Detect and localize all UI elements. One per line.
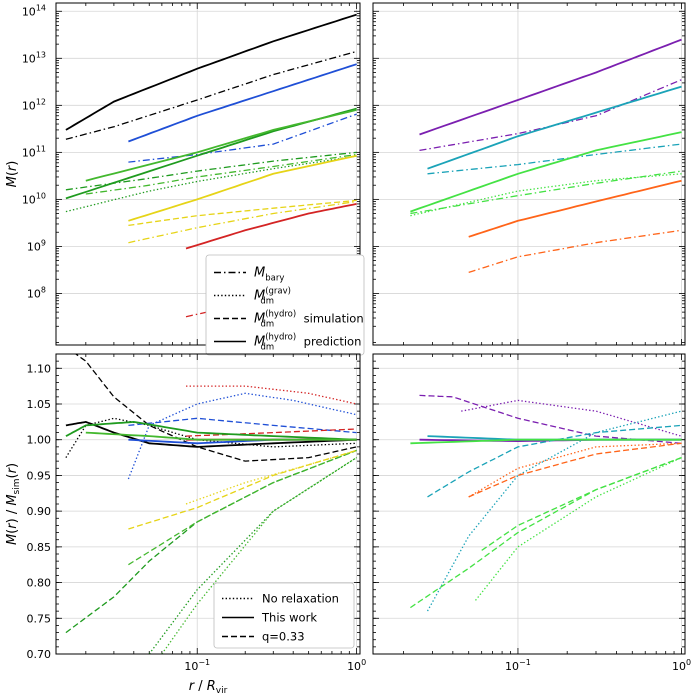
legend-label: M(hydro) dm prediction [254, 333, 361, 353]
series-line-solid [185, 203, 357, 250]
y-tick-label: 108 [27, 285, 46, 300]
series-line-solid [65, 420, 357, 441]
legend-frame [213, 582, 355, 649]
series-line-dashdot [85, 153, 357, 195]
series-line-solid [427, 85, 682, 170]
series-line-dashed [128, 449, 357, 566]
series-line-dashed [419, 394, 682, 444]
series-line-dashed [74, 354, 357, 462]
y-tick-label: 0.95 [27, 469, 52, 482]
y-tick-label: 109 [27, 238, 46, 253]
series-line-dotted [127, 392, 357, 480]
x-tick-label: 10−1 [184, 658, 210, 673]
series-line-solid [410, 131, 682, 213]
y-axis-label-mass: M(r) [5, 161, 20, 188]
series-line-dashed [185, 428, 357, 437]
series-line-dashdot [468, 229, 682, 274]
axis-frame [55, 353, 361, 655]
series-line-dotted [426, 410, 682, 612]
panel-bottom-right: 10−1 100 [372, 353, 691, 673]
x-tick-label: 10−1 [505, 658, 531, 673]
series-line-solid [85, 431, 357, 441]
series-line-dashdot [65, 50, 357, 140]
series-line-solid [128, 154, 357, 222]
series-line-dashed [481, 456, 682, 551]
series-line-dashed [128, 449, 357, 530]
y-axis-label-ratio: M(r) / Msim(r) [5, 463, 22, 545]
y-tick-label: 1.05 [27, 398, 52, 411]
legend-label: No relaxation [262, 592, 339, 606]
series-line-dotted [461, 399, 682, 437]
series-line-solid [468, 179, 682, 238]
series-group [65, 354, 357, 654]
legend-label: M(hydro) dm simulation [254, 310, 364, 330]
y-tick-label: 1.00 [27, 434, 52, 447]
axis-frame [372, 2, 686, 346]
series-line-dotted [474, 457, 682, 601]
series-line-dashdot [128, 113, 357, 163]
axis-frame [372, 353, 686, 655]
series-group [410, 394, 682, 612]
x-axis-label: r / Rvir [189, 679, 228, 696]
y-tick-label: 0.90 [27, 505, 52, 518]
series-line-dotted [185, 449, 357, 505]
series-line-solid [410, 438, 682, 445]
y-tick-label: 1014 [22, 3, 46, 18]
series-line-solid [65, 13, 357, 131]
series-line-dotted [468, 442, 682, 498]
axis-labels: M(r) M(r) / Msim(r) r / Rvir [5, 161, 228, 696]
panel-top-right [372, 2, 686, 346]
legend: No relaxation This work q=0.33 [213, 582, 355, 649]
x-tick-label: 100 [347, 658, 366, 673]
y-tick-label: 0.75 [27, 612, 52, 625]
series-line-dashed [468, 442, 682, 498]
series-line-dashed [427, 424, 682, 498]
series-line-dashed [128, 199, 357, 227]
series-group [410, 38, 682, 274]
series-line-dotted [148, 457, 357, 654]
series-line-solid [65, 420, 357, 448]
legend-frame [205, 254, 365, 356]
y-tick-label: 1013 [22, 50, 46, 65]
series-line-solid [65, 107, 357, 200]
y-tick-label: 1.10 [27, 362, 52, 375]
panel-top-left: 108 109 1010 1011 1012 1013 1014 Mbary M(grav) dm… [22, 2, 365, 356]
series-line-dotted [410, 173, 682, 217]
legend-label: M(grav) dm [254, 287, 291, 307]
series-line-dashdot [65, 151, 357, 191]
series-line-dashdot [410, 170, 682, 215]
legend-label: q=0.33 [262, 630, 305, 644]
x-tick-label: 100 [672, 658, 691, 673]
series-line-dashed [410, 456, 682, 609]
series-line-solid [85, 109, 357, 182]
legend-label: Mbary [254, 266, 284, 284]
y-tick-label: 1010 [22, 191, 46, 206]
series-line-solid [419, 38, 682, 136]
y-tick-label: 0.70 [27, 648, 52, 661]
y-tick-label: 1011 [22, 144, 46, 159]
legend-label: This work [261, 611, 317, 625]
series-line-dotted [186, 385, 357, 405]
legend: Mbary M(grav) dm M(hydro) dm simulation M(hydr… [205, 254, 365, 356]
series-line-dashdot [128, 200, 357, 244]
series-line-solid [128, 63, 357, 143]
series-line-dashdot [419, 79, 682, 152]
y-tick-label: 1012 [22, 97, 46, 112]
series-line-dashdot [427, 143, 682, 175]
y-tick-label: 0.80 [27, 577, 52, 590]
y-tick-label: 0.85 [27, 541, 52, 554]
panel-bottom-left: 0.70 0.75 0.80 0.85 0.90 0.95 1.00 1.05 1.10 10−1… [27, 353, 366, 673]
series-line-dotted [161, 457, 357, 654]
